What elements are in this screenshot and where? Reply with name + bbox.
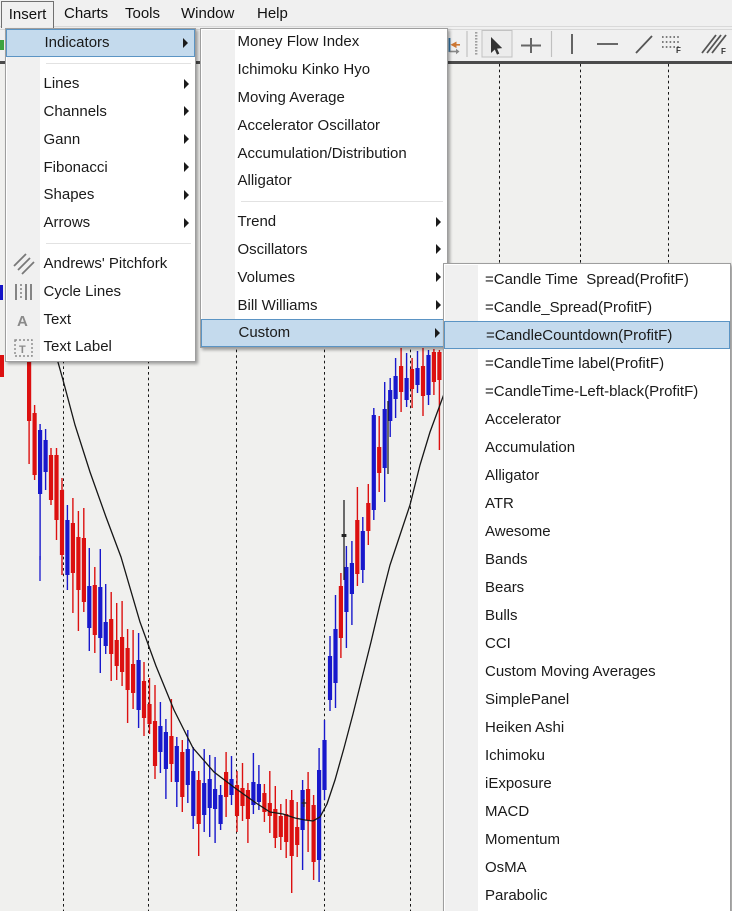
svg-text:A: A <box>17 313 28 330</box>
svg-text:T: T <box>19 344 26 356</box>
svg-text:F: F <box>721 47 726 56</box>
svg-text:F: F <box>676 46 681 55</box>
